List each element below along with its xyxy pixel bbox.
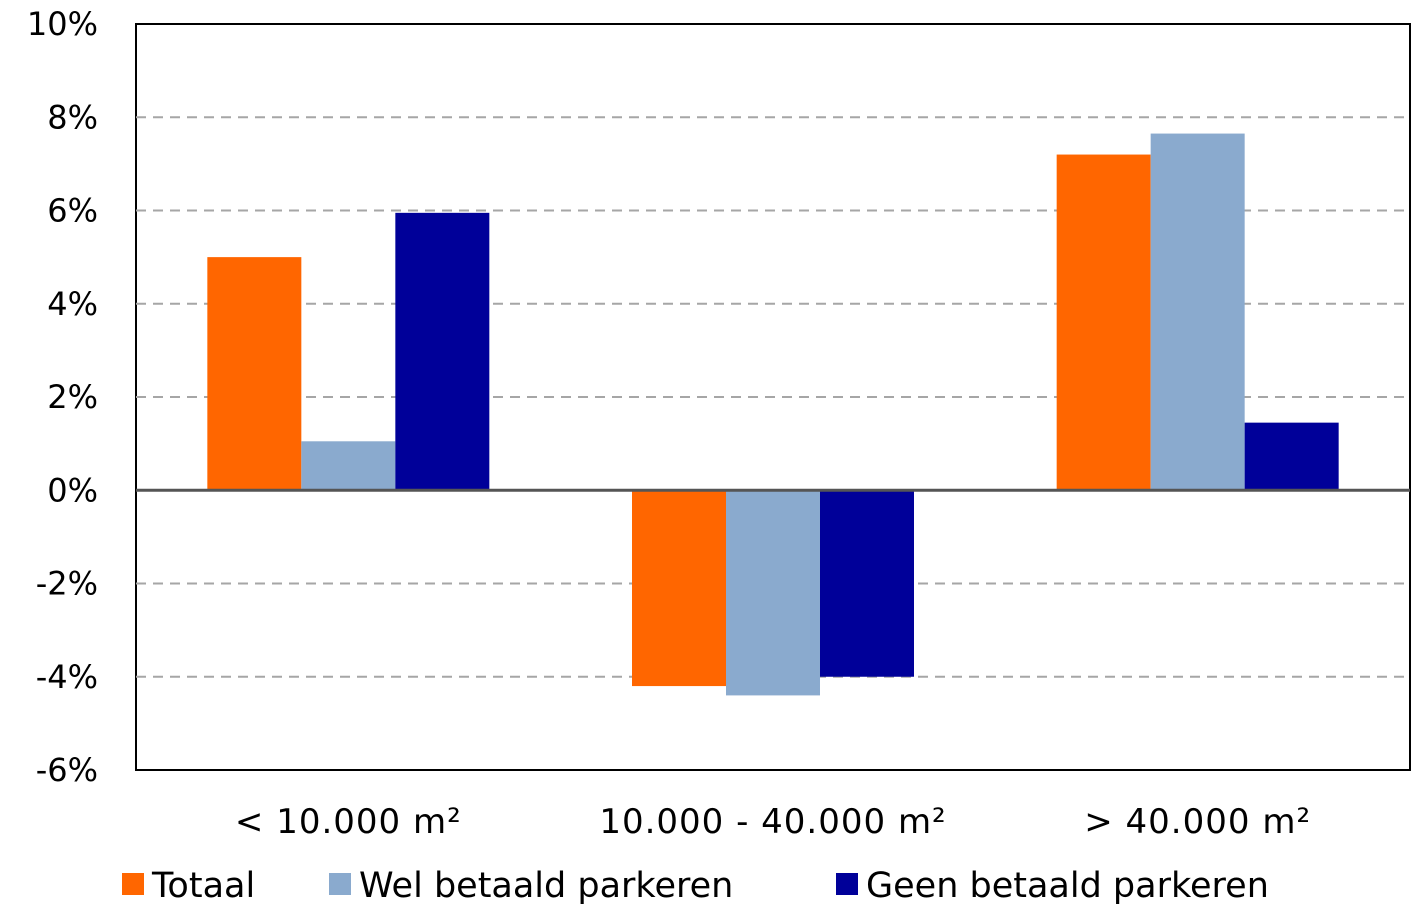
bar xyxy=(1244,422,1339,491)
y-tick-label: -4% xyxy=(36,658,98,696)
bar xyxy=(820,490,914,677)
y-tick-label: 4% xyxy=(47,285,98,323)
legend-swatch xyxy=(836,873,858,895)
legend-label: Geen betaald parkeren xyxy=(866,866,1269,906)
bar xyxy=(395,212,490,491)
y-tick-label: 0% xyxy=(47,471,98,509)
bar xyxy=(1150,133,1245,491)
x-category-label: 10.000 - 40.000 m² xyxy=(599,802,946,842)
y-tick-label: 10% xyxy=(27,5,98,43)
y-axis-tick-labels: -6% -4% -2% 0% 2% 4% 6% 8% 10% xyxy=(27,5,98,789)
y-tick-label: 2% xyxy=(47,378,98,416)
y-tick-label: 6% xyxy=(47,192,98,230)
x-axis-category-labels: < 10.000 m² 10.000 - 40.000 m² > 40.000 m² xyxy=(235,802,1311,842)
bar xyxy=(726,490,820,696)
legend-swatch xyxy=(329,873,351,895)
bars xyxy=(207,133,1339,696)
legend-label: Totaal xyxy=(151,866,255,906)
bar xyxy=(1056,154,1151,491)
legend: Totaal Wel betaald parkeren Geen betaald p… xyxy=(122,866,1269,906)
y-tick-label: 8% xyxy=(47,98,98,136)
y-tick-label: -2% xyxy=(36,565,98,603)
x-category-label: > 40.000 m² xyxy=(1084,802,1311,842)
legend-label: Wel betaald parkeren xyxy=(359,866,733,906)
gridlines xyxy=(136,116,1410,678)
bar xyxy=(301,441,396,491)
bar xyxy=(207,257,302,491)
x-category-label: < 10.000 m² xyxy=(235,802,462,842)
legend-swatch xyxy=(122,873,144,895)
y-tick-label: -6% xyxy=(36,751,98,789)
bar xyxy=(632,490,726,687)
